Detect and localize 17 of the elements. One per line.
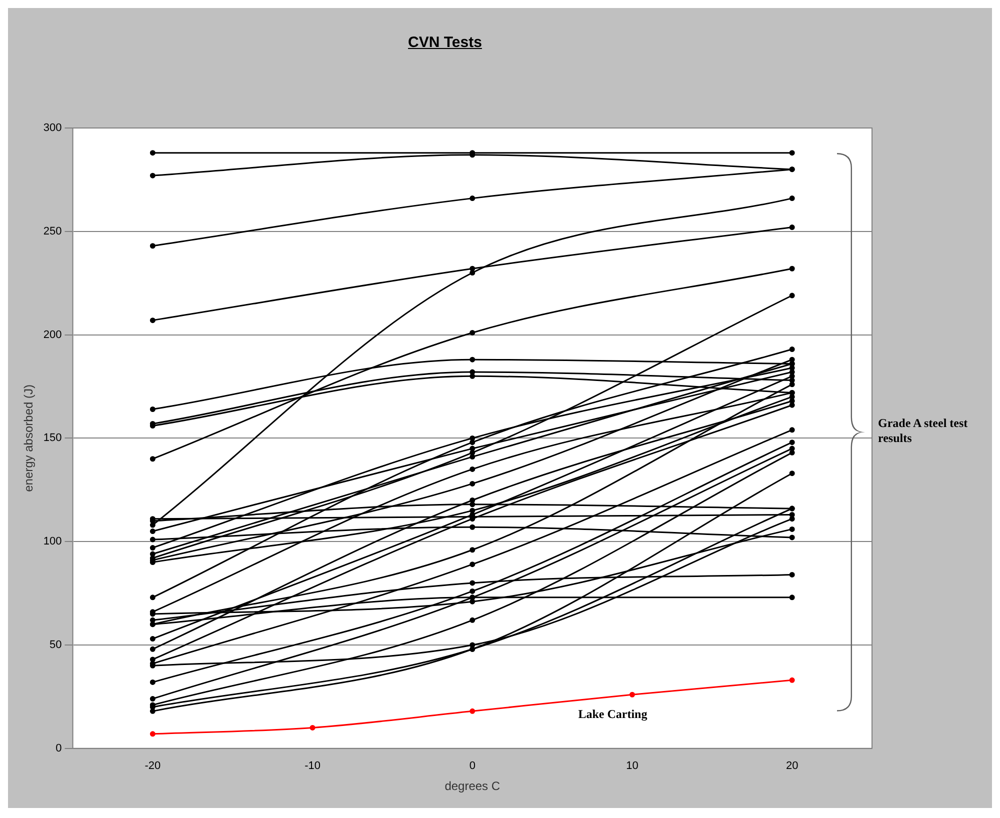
chart-title: CVN Tests [407, 34, 483, 51]
annotation: Lake Carting [578, 707, 648, 722]
x-tick-label: 10 [626, 760, 638, 772]
text: Grade A steel test results [878, 416, 969, 446]
x-axis-title: degrees C [444, 779, 500, 794]
y-tick-label: 150 [43, 432, 62, 444]
y-tick-label: 200 [43, 328, 62, 341]
x-tick-label: -20 [144, 760, 161, 772]
x-tick-label: 20 [786, 760, 798, 772]
y-axis-title: energy absorbed (J) [22, 384, 36, 492]
y-tick-label: 250 [43, 225, 62, 238]
x-tick-label: -10 [304, 760, 320, 772]
x-tick-label: 0 [469, 760, 476, 772]
y-tick-label: 50 [50, 639, 62, 652]
y-tick-label: 0 [56, 742, 62, 754]
y-tick-label: 300 [43, 122, 62, 134]
y-tick-label: 100 [43, 536, 62, 548]
